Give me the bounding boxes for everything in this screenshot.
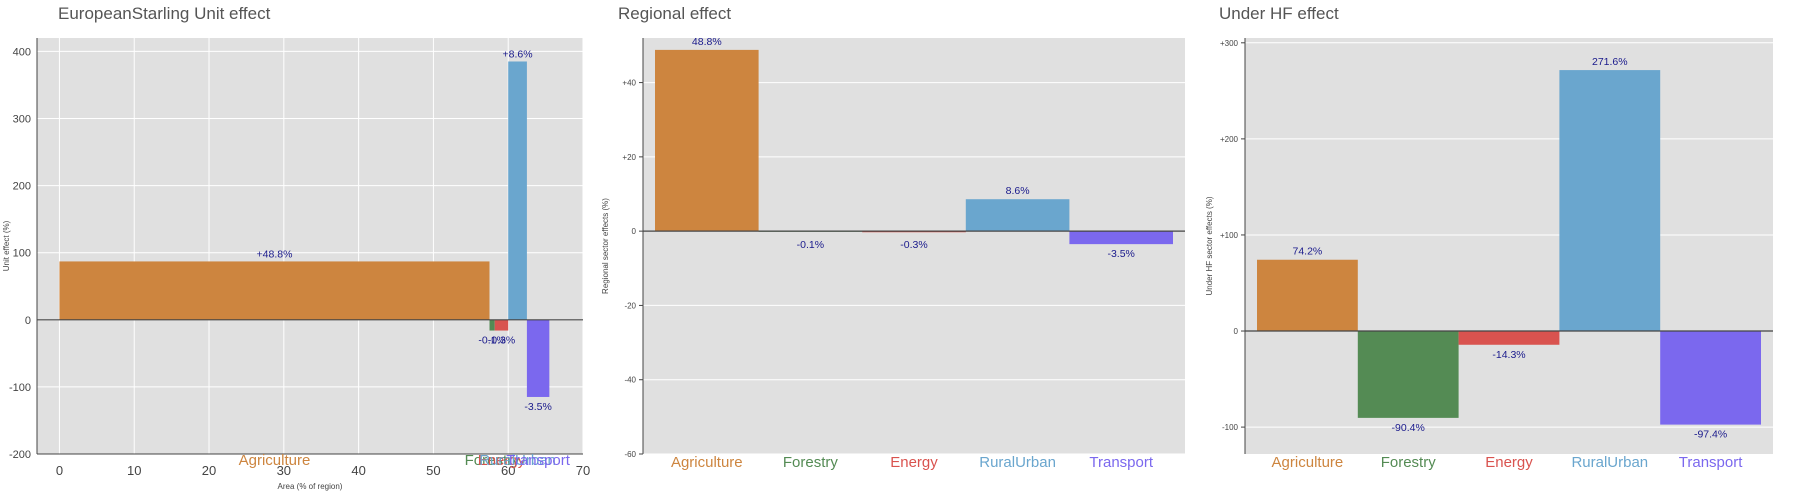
y-tick-labels: -100 0 +100 +200 +300 [1220,39,1245,432]
x-tick-label: 50 [426,463,440,478]
category-label: Transport [506,452,570,469]
panel-regional-effect: Regional effect -60 -40 -20 0 +20 +40 48.8% -0… [601,4,1185,471]
y-tick-label: 400 [13,46,31,58]
y-tick-label: -20 [624,301,636,310]
y-tick-label: +40 [622,79,636,88]
bar-forestry [489,319,495,331]
data-label: 74.2% [1293,246,1323,258]
data-label: -0.3% [900,239,927,251]
category-label: Energy [478,452,526,469]
data-label: 8.6% [1006,185,1030,197]
category-labels: Agriculture Forestry Energy RuralUrban Trans… [671,454,1154,471]
data-label: -3.5% [1107,248,1134,260]
x-tick-label: 40 [351,463,365,478]
x-tick-label: 70 [576,463,590,478]
bar-transport [1660,331,1761,425]
y-tick-label: 0 [1234,327,1239,336]
bar-transport [526,319,550,397]
y-tick-labels: -200 -100 0 100 200 300 400 [9,46,31,461]
y-tick-label: 300 [13,114,31,126]
x-tick-label: 10 [127,463,141,478]
y-tick-label: -40 [624,376,636,385]
data-label: -90.4% [1392,422,1425,434]
y-tick-label: +200 [1220,135,1239,144]
category-labels: Agriculture Forestry Energy RuralUrban Trans… [1272,454,1744,471]
y-axis-label: Under HF sector effects (%) [1205,196,1214,295]
data-labels: 74.2% -90.4% -14.3% 271.6% -97.4% [1293,56,1728,441]
y-tick-label: -100 [9,382,31,394]
x-tick-label: 20 [202,463,216,478]
bar-agriculture [655,49,759,232]
data-label: -3.5% [524,401,551,413]
x-tick-labels: 0 10 20 30 40 50 60 70 [56,463,590,478]
category-label: Forestry [465,452,521,469]
y-tick-label: +100 [1220,231,1239,240]
bar-ruralurban [508,61,527,320]
x-tick-label: 0 [56,463,63,478]
x-axis-label: Area (% of region) [278,482,343,491]
data-label: -97.4% [1694,429,1727,441]
x-tick-label: 60 [501,463,515,478]
bar-energy [494,319,509,331]
bar-agriculture [1257,259,1358,332]
data-labels: +48.8% -0.1%-0.3% +8.6% -3.5% [257,48,552,412]
category-label: RuralUrban [979,454,1056,471]
category-label: Transport [1679,454,1743,471]
data-label: -14.3% [1492,349,1525,361]
bar-agriculture [59,261,490,320]
category-label: Energy [1485,454,1533,471]
y-tick-label: +20 [622,153,636,162]
panel-unit-effect: EuropeanStarling Unit effect -200 -100 0 10… [2,4,590,491]
bar-ruralurban [965,199,1070,232]
bars [59,61,550,397]
y-tick-label: -200 [9,449,31,461]
bars [1257,70,1761,425]
y-tick-label: -60 [624,450,636,459]
x-tick-label: 30 [277,463,291,478]
category-label: Energy [890,454,938,471]
bar-forestry [1357,331,1459,418]
y-tick-label: 0 [632,227,637,236]
data-label: +48.8% [257,248,293,260]
y-tick-label: 0 [25,315,31,327]
category-label: Agriculture [671,454,743,471]
bars [655,49,1173,245]
data-label: -0.3% [488,335,515,347]
category-labels: Agriculture ForestryEnergyRuralUrbanTrans… [239,452,571,469]
category-label: RuralUrban [479,452,556,469]
data-label: -0.1% [797,239,824,251]
y-axis-label: Regional sector effects (%) [601,198,610,294]
bar-transport [1069,231,1173,245]
panel-title: EuropeanStarling Unit effect [58,4,271,23]
data-label: 48.8% [692,36,722,48]
bar-ruralurban [1559,70,1661,332]
plot-background [37,38,583,454]
data-label: +8.6% [503,48,533,60]
data-label: 271.6% [1592,56,1628,68]
y-tick-labels: -60 -40 -20 0 +20 +40 [622,79,643,459]
bar-energy [1458,331,1560,345]
panel-title: Under HF effect [1219,4,1339,23]
category-label: Agriculture [239,452,311,469]
y-tick-label: -100 [1222,423,1239,432]
panel-under-hf-effect: Under HF effect -100 0 +100 +200 +300 74.2% -… [1205,4,1773,471]
y-tick-label: +300 [1220,39,1239,48]
data-label: -0.1% [478,335,505,347]
y-tick-label: 200 [13,181,31,193]
category-label: Transport [1089,454,1153,471]
panel-title: Regional effect [618,4,731,23]
category-label: Forestry [783,454,839,471]
y-tick-label: 100 [13,248,31,260]
category-label: RuralUrban [1571,454,1648,471]
category-label: Forestry [1381,454,1437,471]
y-axis-label: Unit effect (%) [2,220,11,271]
category-label: Agriculture [1272,454,1344,471]
data-labels: 48.8% -0.1% -0.3% 8.6% -3.5% [692,36,1135,260]
